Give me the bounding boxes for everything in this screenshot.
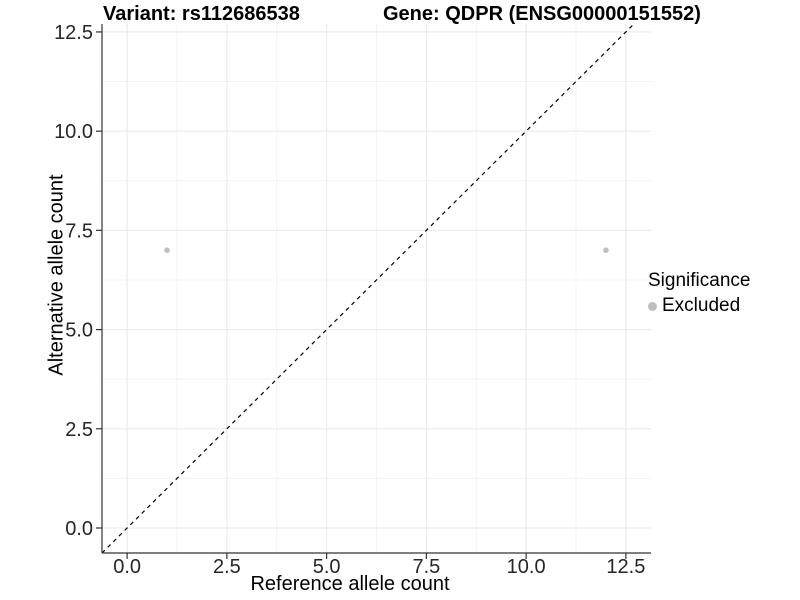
x-tick-label: 12.5 xyxy=(606,556,645,578)
plot-title-gene: Gene: QDPR (ENSG00000151552) xyxy=(383,3,701,25)
plot-title-variant: Variant: rs112686538 xyxy=(103,3,300,25)
y-tick-label: 2.5 xyxy=(65,419,93,441)
y-tick-label: 7.5 xyxy=(65,220,93,242)
data-point xyxy=(603,247,609,254)
legend-title: Significance xyxy=(648,270,751,291)
y-tick-label: 12.5 xyxy=(54,22,93,44)
legend-item-label: Excluded xyxy=(662,295,741,316)
x-tick-label: 0.0 xyxy=(113,556,141,578)
identity-reference-line xyxy=(101,23,635,554)
y-tick-label: 5.0 xyxy=(65,320,93,342)
legend-item-excluded: Excluded xyxy=(648,295,750,317)
x-tick-label: 7.5 xyxy=(412,556,440,578)
legend-point-swatch xyxy=(648,301,657,311)
y-axis-title: Alternative allele count xyxy=(45,174,68,376)
x-tick-label: 2.5 xyxy=(213,556,241,578)
y-tick-label: 0.0 xyxy=(65,518,93,540)
x-tick-label: 5.0 xyxy=(313,556,341,578)
x-tick-label: 10.0 xyxy=(507,556,546,578)
data-point xyxy=(164,247,170,254)
legend: Significance Excluded xyxy=(648,270,750,317)
y-tick-label: 10.0 xyxy=(54,121,93,143)
x-axis-title: Reference allele count xyxy=(250,573,450,595)
